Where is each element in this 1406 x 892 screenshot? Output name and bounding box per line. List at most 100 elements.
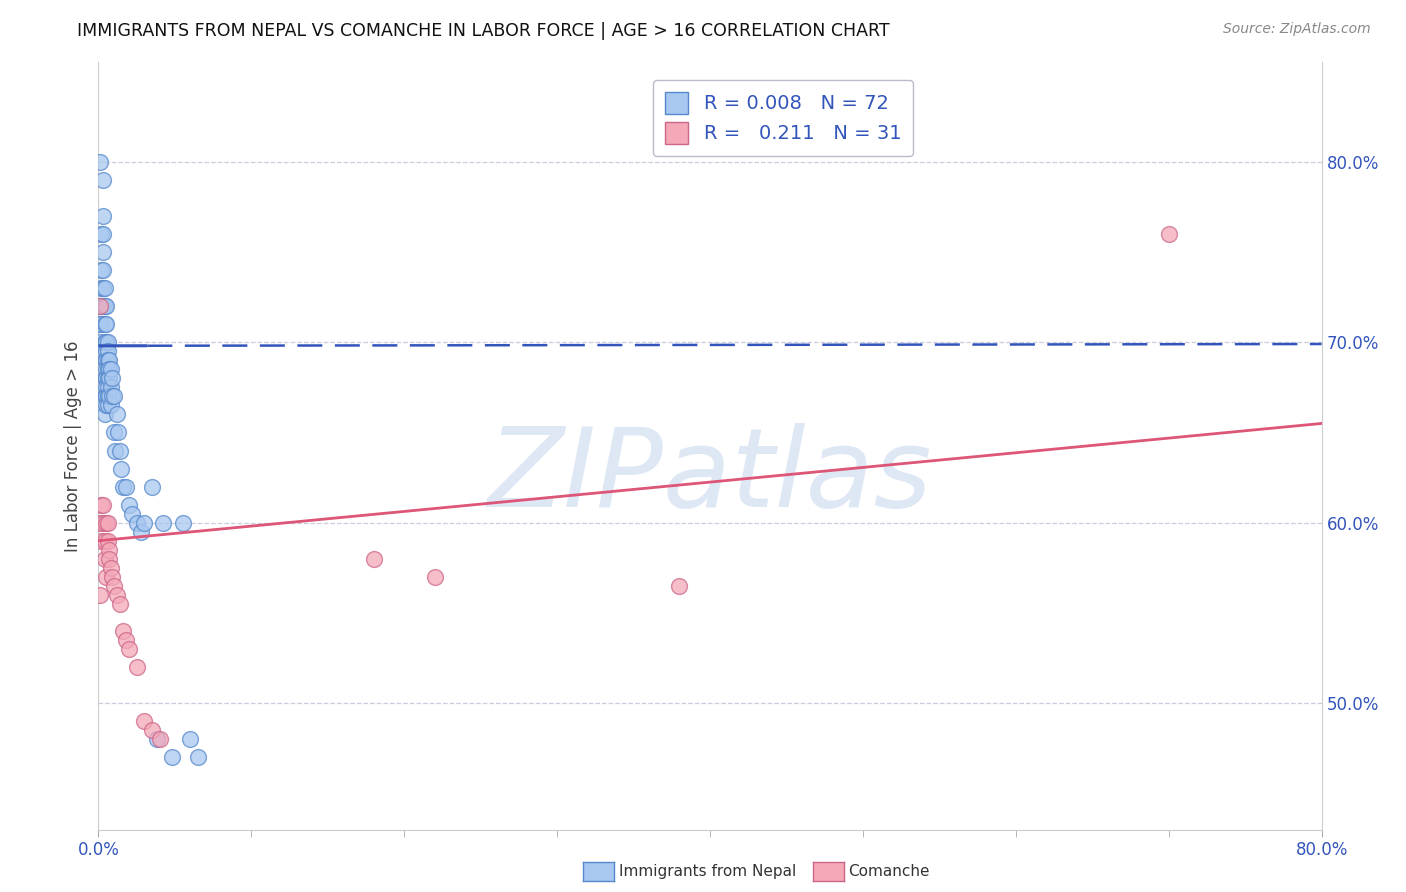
Point	[94, 389, 117, 403]
Point	[160, 750, 183, 764]
Point	[94, 380, 117, 394]
Point	[97, 335, 120, 350]
Point	[93, 317, 115, 331]
Point	[93, 408, 115, 422]
Point	[91, 209, 114, 223]
Point	[94, 344, 117, 359]
Point	[97, 516, 120, 530]
Point	[90, 227, 112, 241]
Point	[98, 362, 121, 376]
Point	[110, 461, 132, 475]
Point	[172, 516, 194, 530]
Point	[129, 524, 152, 539]
Point	[152, 516, 174, 530]
Point	[97, 353, 120, 368]
Point	[145, 732, 167, 747]
Point	[89, 299, 111, 313]
Point	[103, 579, 125, 593]
Point	[89, 299, 111, 313]
Point	[1157, 227, 1180, 241]
Point	[103, 389, 125, 403]
Point	[93, 353, 115, 368]
Text: Source: ZipAtlas.com: Source: ZipAtlas.com	[1223, 22, 1371, 37]
Point	[100, 398, 122, 412]
Point	[89, 335, 111, 350]
Point	[91, 498, 114, 512]
Point	[94, 353, 117, 368]
Point	[93, 533, 115, 548]
Point	[107, 425, 129, 440]
Point	[668, 579, 690, 593]
Point	[89, 154, 111, 169]
Point	[90, 533, 112, 548]
Point	[125, 516, 148, 530]
Point	[98, 542, 121, 557]
Point	[90, 317, 112, 331]
Point	[93, 335, 115, 350]
Point	[134, 714, 156, 729]
Point	[93, 281, 115, 295]
Point	[91, 516, 114, 530]
Point	[91, 244, 114, 259]
Point	[104, 443, 127, 458]
Point	[90, 498, 112, 512]
Point	[111, 624, 134, 638]
Point	[423, 570, 446, 584]
Point	[187, 750, 209, 764]
Point	[121, 507, 143, 521]
Text: ZIPatlas: ZIPatlas	[488, 423, 932, 530]
Point	[108, 597, 131, 611]
Point	[93, 389, 115, 403]
Point	[100, 561, 122, 575]
Point	[94, 335, 117, 350]
Point	[100, 380, 122, 394]
Text: Immigrants from Nepal: Immigrants from Nepal	[619, 864, 796, 879]
Point	[103, 425, 125, 440]
Point	[98, 551, 121, 566]
Point	[94, 371, 117, 385]
Point	[149, 732, 172, 747]
Point	[101, 371, 124, 385]
Point	[93, 299, 115, 313]
Point	[97, 398, 120, 412]
Point	[98, 389, 121, 403]
Point	[91, 299, 114, 313]
Legend: R = 0.008   N = 72, R =   0.211   N = 31: R = 0.008 N = 72, R = 0.211 N = 31	[654, 79, 914, 156]
Y-axis label: In Labor Force | Age > 16: In Labor Force | Age > 16	[65, 340, 83, 552]
Point	[91, 281, 114, 295]
Point	[115, 480, 138, 494]
Point	[125, 660, 148, 674]
Point	[91, 173, 114, 187]
Point	[97, 362, 120, 376]
Point	[100, 362, 122, 376]
Point	[94, 317, 117, 331]
Point	[141, 723, 163, 738]
Point	[93, 551, 115, 566]
Text: IMMIGRANTS FROM NEPAL VS COMANCHE IN LABOR FORCE | AGE > 16 CORRELATION CHART: IMMIGRANTS FROM NEPAL VS COMANCHE IN LAB…	[77, 22, 890, 40]
Point	[363, 551, 385, 566]
Point	[93, 371, 115, 385]
Text: Comanche: Comanche	[848, 864, 929, 879]
Point	[89, 317, 111, 331]
Point	[118, 498, 141, 512]
Point	[94, 299, 117, 313]
Point	[94, 516, 117, 530]
Point	[94, 398, 117, 412]
Point	[101, 389, 124, 403]
Point	[94, 570, 117, 584]
Point	[90, 281, 112, 295]
Point	[97, 389, 120, 403]
Point	[97, 380, 120, 394]
Point	[105, 588, 128, 602]
Point	[98, 353, 121, 368]
Point	[111, 480, 134, 494]
Point	[179, 732, 201, 747]
Point	[105, 408, 128, 422]
Point	[94, 362, 117, 376]
Point	[89, 516, 111, 530]
Point	[91, 227, 114, 241]
Point	[89, 588, 111, 602]
Point	[108, 443, 131, 458]
Point	[97, 371, 120, 385]
Point	[91, 263, 114, 277]
